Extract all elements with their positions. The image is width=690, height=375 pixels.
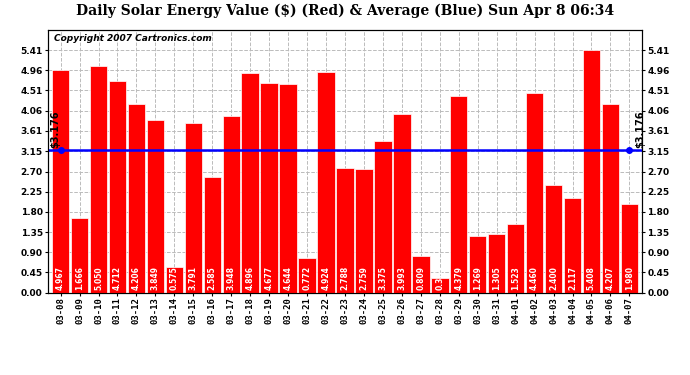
Text: 3.375: 3.375 [378,266,387,290]
Bar [507,224,524,292]
Text: 0.575: 0.575 [170,267,179,290]
Text: 1.269: 1.269 [473,266,482,290]
Bar [450,96,467,292]
Text: 2.117: 2.117 [568,266,577,290]
Text: 1.980: 1.980 [625,266,634,290]
Text: $3.176: $3.176 [50,111,60,148]
Text: 2.585: 2.585 [208,267,217,290]
Text: 4.677: 4.677 [265,266,274,290]
Bar [223,116,240,292]
Bar [109,81,126,292]
Text: 4.896: 4.896 [246,266,255,290]
Bar [204,177,221,292]
Text: 3.791: 3.791 [189,266,198,290]
Bar [279,84,297,292]
Bar [52,70,69,292]
Text: 0.809: 0.809 [416,266,425,290]
Text: 3.993: 3.993 [397,266,406,290]
Bar [564,198,581,292]
Text: 1.523: 1.523 [511,267,520,290]
Bar [545,185,562,292]
Text: 2.400: 2.400 [549,266,558,290]
Text: 2.759: 2.759 [359,266,368,290]
Text: 1.666: 1.666 [75,266,84,290]
Bar [298,258,316,292]
Bar [147,120,164,292]
Text: $3.176: $3.176 [635,111,644,148]
Text: 5.408: 5.408 [587,266,596,290]
Text: 4.207: 4.207 [606,266,615,290]
Text: Copyright 2007 Cartronics.com: Copyright 2007 Cartronics.com [55,34,212,43]
Text: 0.323: 0.323 [435,266,444,290]
Text: 4.460: 4.460 [530,266,539,290]
Bar [185,123,202,292]
Bar [431,278,448,292]
Text: Daily Solar Energy Value ($) (Red) & Average (Blue) Sun Apr 8 06:34: Daily Solar Energy Value ($) (Red) & Ave… [76,4,614,18]
Bar [260,83,278,292]
Bar [317,72,335,292]
Bar [71,218,88,292]
Bar [583,50,600,292]
Bar [469,236,486,292]
Bar [90,66,107,292]
Bar [526,93,543,292]
Text: 0.772: 0.772 [303,266,312,290]
Text: 2.788: 2.788 [340,266,350,290]
Bar [621,204,638,292]
Bar [412,256,430,292]
Text: 4.712: 4.712 [113,266,122,290]
Text: 4.644: 4.644 [284,266,293,290]
Bar [355,169,373,292]
Bar [393,114,411,292]
Bar [488,234,505,292]
Text: 4.967: 4.967 [56,266,65,290]
Bar [128,104,145,292]
Text: 4.924: 4.924 [322,266,331,290]
Bar [241,73,259,292]
Text: 3.948: 3.948 [227,266,236,290]
Text: 5.050: 5.050 [94,267,103,290]
Text: 4.206: 4.206 [132,266,141,290]
Bar [336,168,354,292]
Bar [602,104,619,292]
Text: 4.379: 4.379 [454,266,463,290]
Bar [166,267,183,292]
Bar [374,141,392,292]
Text: 3.849: 3.849 [151,266,160,290]
Text: 1.305: 1.305 [492,267,501,290]
